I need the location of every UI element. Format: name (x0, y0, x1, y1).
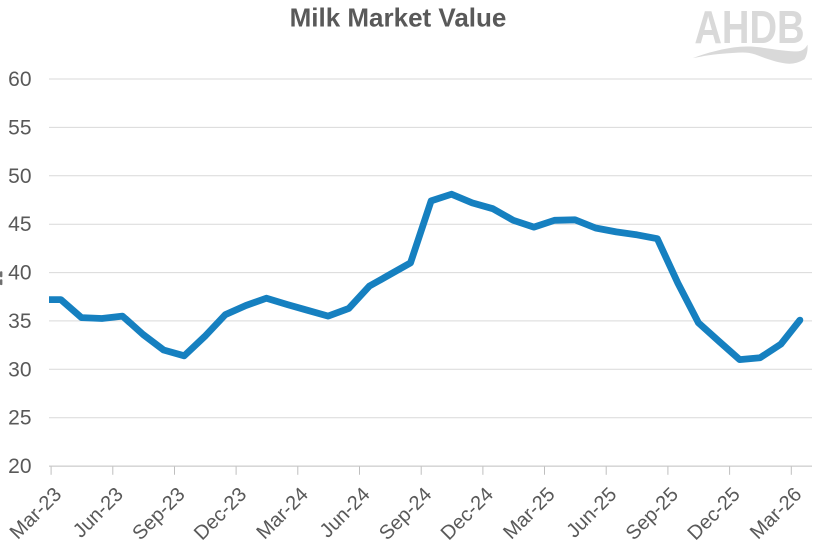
svg-text:20: 20 (8, 455, 31, 478)
svg-text:30: 30 (8, 358, 31, 381)
svg-text:25: 25 (8, 407, 31, 430)
svg-text:AHDB: AHDB (694, 2, 804, 53)
svg-text:60: 60 (8, 68, 31, 91)
svg-text:Milk Market Value: Milk Market Value (290, 2, 507, 32)
svg-text:35: 35 (8, 310, 31, 333)
svg-text:50: 50 (8, 165, 31, 188)
svg-text:40: 40 (8, 262, 31, 285)
svg-text:45: 45 (8, 213, 31, 236)
svg-text:55: 55 (8, 116, 31, 139)
